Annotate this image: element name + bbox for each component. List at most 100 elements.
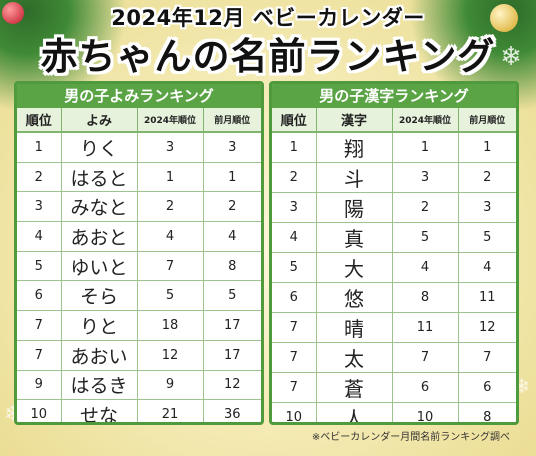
name-cell: そら [61,280,138,312]
column-header: 前月順位 [458,108,516,133]
rank-cell: 3 [272,192,317,223]
rank-cell: 7 [272,312,317,343]
kanji-cell: 大 [316,252,393,283]
rank-cell: 5 [17,251,62,282]
column-header: よみ [61,108,138,133]
kanji-cell: 晴 [316,312,393,343]
prev-rank-cell: 2 [458,162,516,193]
title-line-2: 赤ちゃんの名前ランキング [40,35,496,78]
prev-rank-cell: 4 [458,252,516,283]
rank-cell: 10 [17,399,62,422]
year-rank-cell: 5 [137,280,204,312]
name-cell: はると [61,162,138,193]
year-rank-cell: 3 [392,162,459,193]
table-row: 4 あおと 4 4 [17,221,261,252]
table-row: 5 ゆいと 7 8 [17,251,261,282]
rank-cell: 4 [17,221,62,252]
rank-cell: 5 [272,252,317,283]
name-cell: りく [61,132,138,163]
prev-rank-cell: 3 [203,132,261,163]
reading-ranking-panel: 男の子よみランキング 順位 よみ 2024年順位 前月順位 1 りく 3 3 2 はると… [14,81,264,425]
prev-rank-cell: 2 [203,191,261,223]
title-line-1: 2024年12月 ベビーカレンダー [111,6,425,30]
table-row: 10 人 10 8 [272,402,516,422]
year-rank-cell: 7 [392,342,459,373]
year-rank-cell: 21 [137,399,204,422]
column-header: 前月順位 [203,108,261,133]
snowflake-icon: ❄ [500,42,522,72]
name-cell: ゆいと [61,251,138,282]
name-cell: あおい [61,340,138,371]
table-row: 9 はるき 9 12 [17,370,261,401]
year-rank-cell: 4 [392,252,459,283]
table-row: 3 みなと 2 2 [17,191,261,223]
year-rank-cell: 6 [392,372,459,403]
table-row: 7 晴 11 12 [272,312,516,343]
prev-rank-cell: 12 [458,312,516,343]
rank-cell: 2 [17,162,62,193]
year-rank-cell: 12 [137,340,204,371]
year-rank-cell: 7 [137,251,204,282]
prev-rank-cell: 6 [458,372,516,403]
panel-header: 男の子漢字ランキング [272,84,516,108]
rank-cell: 3 [17,191,62,223]
prev-rank-cell: 12 [203,370,261,401]
table-row: 10 せな 21 36 [17,399,261,423]
year-rank-cell: 5 [392,222,459,253]
table-row: 7 あおい 12 17 [17,340,261,371]
year-rank-cell: 8 [392,282,459,313]
prev-rank-cell: 36 [223,407,241,423]
kanji-cell: 人 [316,402,393,422]
prev-rank-cell: 17 [203,310,261,341]
prev-rank-cell: 17 [203,340,261,371]
kanji-cell: 悠 [316,282,393,313]
rank-cell: 6 [272,282,317,313]
rank-cell: 10 [272,402,317,422]
name-cell: みなと [61,191,138,223]
rank-cell: 4 [272,222,317,253]
table-row: 6 悠 8 11 [272,282,516,313]
gold-ornament-icon [490,4,518,32]
year-rank-cell: 3 [137,132,204,163]
rank-cell: 1 [17,132,62,163]
prev-rank-cell: 3 [458,192,516,223]
rank-cell: 9 [17,370,62,401]
kanji-cell: 真 [316,222,393,253]
prev-rank-cell: 1 [203,162,261,193]
name-cell: せな [61,399,138,422]
column-header: 2024年順位 [137,108,204,133]
rank-cell: 2 [272,162,317,193]
year-rank-cell: 10 [392,402,459,422]
prev-rank-cell: 11 [458,282,516,313]
prev-rank-cell: 1 [458,132,516,163]
rank-cell: 7 [17,340,62,371]
year-rank-cell: 9 [137,370,204,401]
year-rank-cell: 2 [392,192,459,223]
red-ornament-icon [2,2,24,24]
rank-cell: 7 [272,372,317,403]
kanji-cell: 陽 [316,192,393,223]
prev-rank-cell: 5 [203,280,261,312]
column-header: 順位 [272,108,317,133]
source-footnote: ※ベビーカレンダー月間名前ランキング調べ [311,432,510,443]
rank-cell: 1 [272,132,317,163]
year-rank-cell: 11 [392,312,459,343]
kanji-cell: 蒼 [316,372,393,403]
name-cell: はるき [61,370,138,401]
year-rank-cell: 2 [137,191,204,223]
prev-rank-cell: 5 [458,222,516,253]
rank-cell: 6 [17,280,62,312]
year-rank-cell: 4 [137,221,204,252]
panel-header: 男の子よみランキング [17,84,261,108]
table-row: 7 りと 18 17 [17,310,261,341]
year-rank-cell: 1 [137,162,204,193]
year-rank-cell: 18 [137,310,204,341]
kanji-cell: 翔 [316,132,393,163]
